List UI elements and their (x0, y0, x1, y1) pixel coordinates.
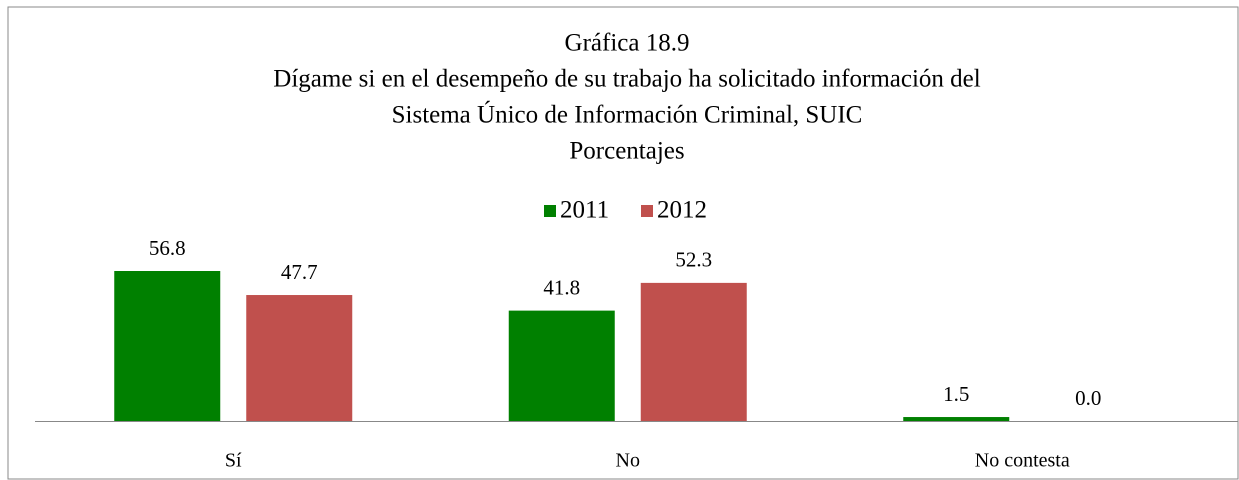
data-label: 41.8 (543, 275, 580, 299)
bar (640, 282, 747, 421)
bar (114, 271, 221, 421)
chart-title: Dígame si en el desempeño de su trabajo … (273, 66, 980, 93)
data-label: 52.3 (675, 248, 712, 272)
bar (246, 295, 353, 421)
data-label: 1.5 (943, 382, 969, 406)
data-label: 47.7 (281, 260, 318, 284)
bar (903, 417, 1010, 421)
x-tick-label: No (616, 450, 640, 472)
chart-title: Gráfica 18.9 (565, 30, 690, 57)
legend-swatch (544, 205, 556, 217)
data-label: 0.0 (1075, 386, 1101, 410)
chart-title: Porcentajes (569, 138, 684, 165)
data-label: 56.8 (149, 236, 186, 260)
bar (508, 310, 615, 421)
chart-title: Sistema Único de Información Criminal, S… (392, 101, 863, 129)
legend-swatch (641, 205, 653, 217)
x-tick-label: Sí (225, 450, 242, 472)
legend-label: 2011 (560, 197, 609, 224)
legend-label: 2012 (657, 197, 707, 224)
x-tick-label: No contesta (975, 450, 1070, 472)
